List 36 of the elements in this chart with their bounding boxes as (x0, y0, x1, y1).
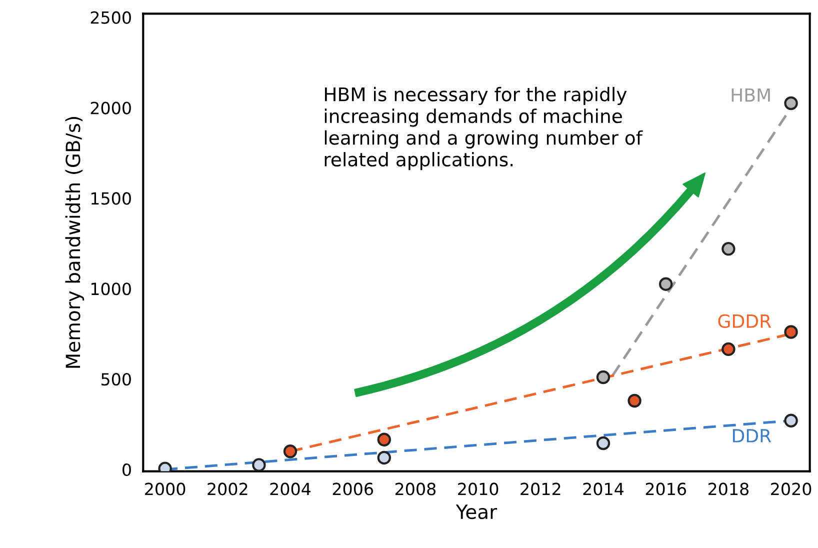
y-tick-label: 1500 (91, 192, 131, 205)
y-tick-label: 0 (122, 463, 131, 476)
x-tick-label: 2000 (145, 482, 186, 496)
point (658, 277, 673, 291)
y-axis-title: Memory bandwidth (GB/s) (65, 117, 84, 368)
point (377, 450, 392, 465)
x-tick-label: 2014 (583, 482, 624, 496)
point (596, 370, 610, 384)
point (283, 444, 298, 458)
point (252, 458, 266, 472)
point (722, 242, 736, 256)
x-tick-label: 2006 (332, 482, 374, 496)
point (722, 342, 736, 356)
series-label: GDDR (718, 314, 772, 328)
y-tick-label: 1000 (91, 282, 131, 296)
series-label: DDR (733, 429, 772, 442)
y-tick-label: 2000 (90, 102, 131, 114)
x-tick-label: 2020 (771, 482, 812, 496)
x-tick-label: 2002 (208, 482, 248, 496)
point (784, 414, 798, 428)
series-label: HBM (732, 88, 770, 102)
x-tick-label: 2012 (520, 482, 560, 496)
point (784, 325, 798, 339)
y-tick-label: 2500 (90, 11, 131, 24)
point (377, 432, 392, 446)
point (784, 96, 798, 110)
annotation: HBM is necessary for the rapidly increasing demands of machine learning and a growing number of related applications. (324, 86, 643, 170)
point (596, 436, 610, 450)
x-axis-title: Year (456, 504, 498, 520)
x-tick-label: 2018 (708, 482, 749, 496)
point (628, 394, 642, 408)
y-tick-label: 500 (102, 373, 131, 386)
x-tick-label: 2008 (395, 482, 436, 496)
x-tick-label: 2016 (646, 482, 686, 496)
x-tick-label: 2004 (270, 482, 311, 496)
x-tick-label: 2010 (458, 482, 498, 496)
